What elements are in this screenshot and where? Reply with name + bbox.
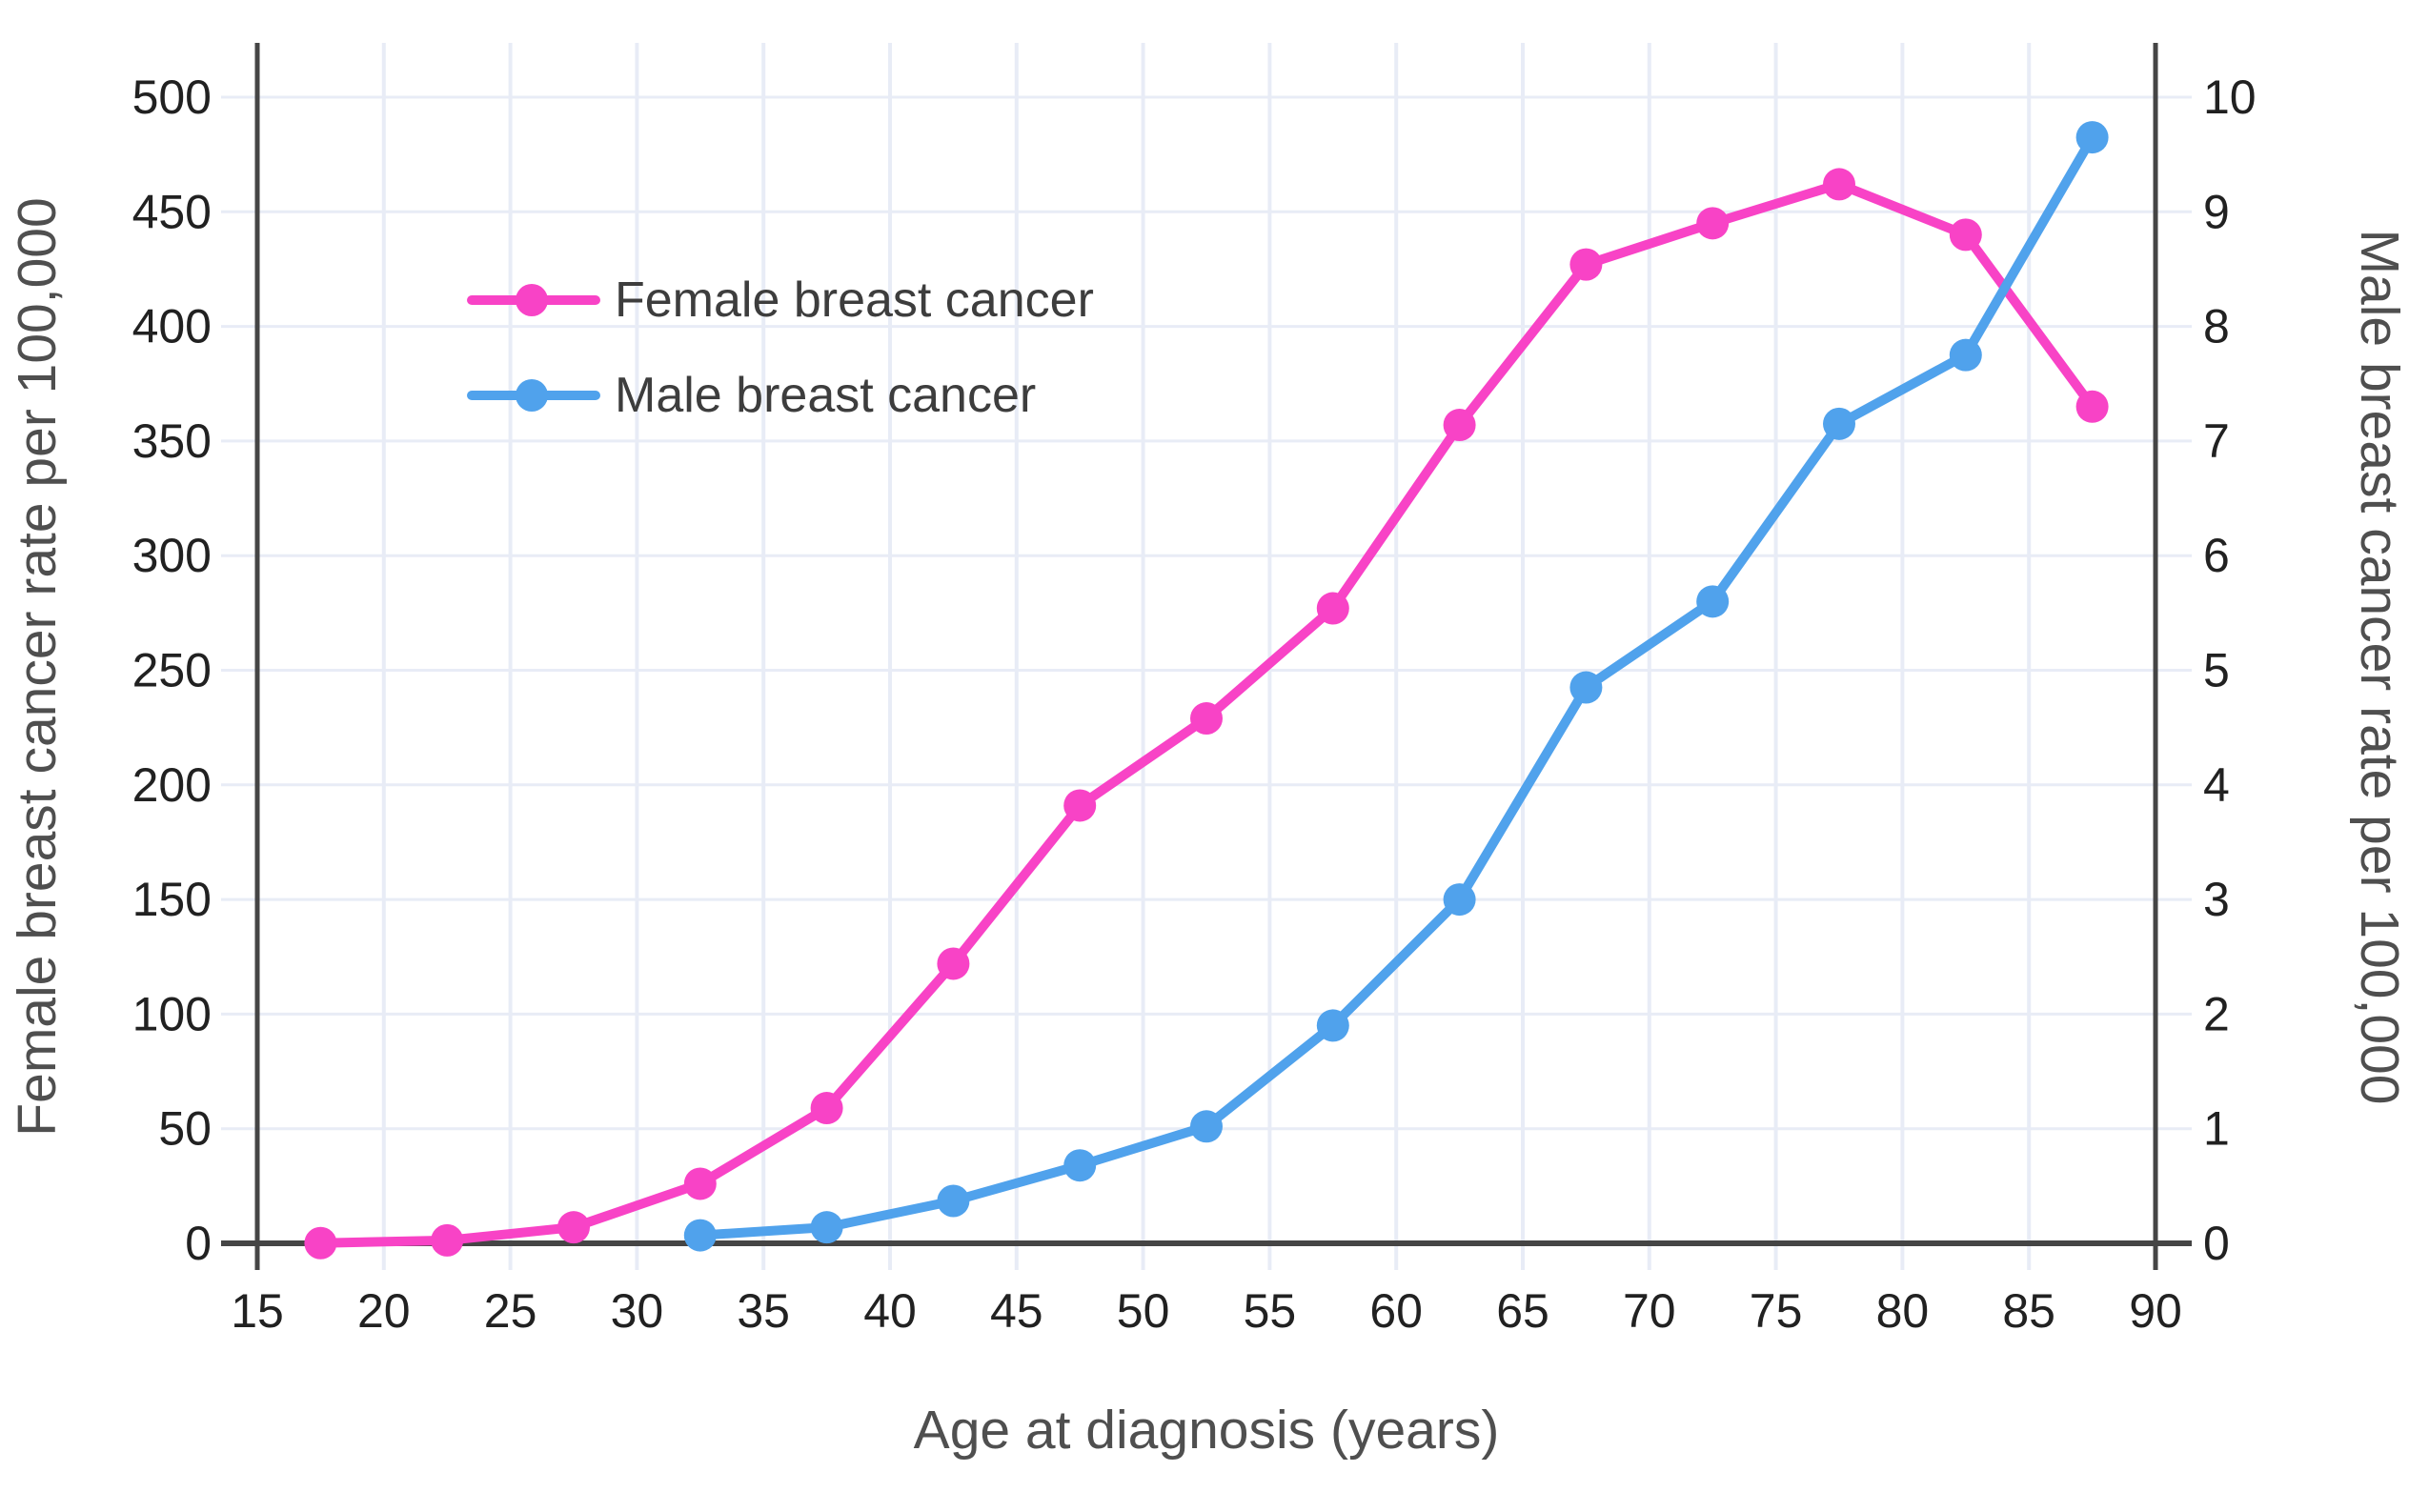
data-point-marker — [1696, 585, 1730, 618]
y-axis-left-tick-label: 0 — [185, 1217, 212, 1270]
y-axis-right-tick-label: 4 — [2203, 758, 2230, 812]
legend-label-female: Female breast cancer — [615, 272, 1094, 328]
data-point-marker — [2075, 390, 2109, 423]
data-point-marker — [1316, 592, 1349, 625]
y-axis-left-tick-label: 400 — [132, 300, 212, 353]
data-point-marker — [810, 1211, 843, 1244]
y-axis-left-tick-label: 100 — [132, 987, 212, 1040]
y-axis-right-tick-label: 1 — [2203, 1102, 2230, 1156]
x-axis-tick-label: 40 — [863, 1284, 917, 1338]
y-axis-left-tick-label: 250 — [132, 644, 212, 697]
series-line — [695, 132, 2097, 1240]
y-axis-right-tick-labels: 0 1 2 3 4 5 6 7 8 9 10 — [2203, 71, 2257, 1270]
data-point-marker — [1696, 207, 1730, 240]
y-axis-left-title: Female breast cancer rate per 100,000 — [7, 197, 68, 1136]
data-point-marker — [1190, 702, 1223, 736]
x-axis-tick-label: 25 — [484, 1284, 537, 1338]
x-axis-tick-label: 30 — [611, 1284, 664, 1338]
y-axis-right-tick-label: 7 — [2203, 414, 2230, 468]
y-axis-left-tick-label: 500 — [132, 71, 212, 124]
data-point-marker — [1949, 338, 1982, 372]
y-axis-left-tick-label: 150 — [132, 873, 212, 926]
legend-marker-female — [516, 284, 548, 316]
y-axis-right-tick-label: 2 — [2203, 987, 2230, 1040]
x-axis-tick-label: 35 — [737, 1284, 790, 1338]
y-axis-left-tick-labels: 0 50 100 150 200 250 300 350 400 450 500 — [132, 71, 212, 1270]
gridlines — [221, 43, 2192, 1270]
x-axis-title: Age at diagnosis (years) — [914, 1400, 1500, 1461]
legend-item-male: Male breast cancer — [467, 368, 1036, 423]
y-axis-right-tick-label: 6 — [2203, 529, 2230, 582]
data-point-marker — [1569, 671, 1603, 704]
y-axis-left-tick-label: 350 — [132, 414, 212, 468]
y-axis-right-tick-label: 8 — [2203, 300, 2230, 353]
data-point-marker — [810, 1092, 843, 1125]
data-point-marker — [937, 947, 970, 980]
data-point-marker — [1443, 409, 1476, 442]
x-axis-tick-label: 50 — [1117, 1284, 1170, 1338]
x-axis-tick-label: 85 — [2002, 1284, 2055, 1338]
legend-item-female: Female breast cancer — [467, 272, 1094, 328]
x-axis-tick-label: 65 — [1496, 1284, 1549, 1338]
y-axis-right-tick-label: 9 — [2203, 185, 2230, 238]
legend: Female breast cancer Male breast cancer — [467, 272, 1094, 423]
y-axis-right-tick-label: 3 — [2203, 873, 2230, 926]
data-point-marker — [304, 1226, 337, 1260]
y-axis-right-tick-label: 5 — [2203, 644, 2230, 697]
y-axis-right-tick-label: 0 — [2203, 1217, 2230, 1270]
x-axis-tick-label: 60 — [1369, 1284, 1423, 1338]
y-axis-left-tick-label: 50 — [158, 1102, 212, 1156]
axes — [221, 43, 2192, 1270]
data-point-marker — [557, 1211, 590, 1244]
data-point-marker — [431, 1223, 464, 1257]
data-point-marker — [1063, 1149, 1097, 1182]
y-axis-left-tick-label: 300 — [132, 529, 212, 582]
series-female — [304, 168, 2109, 1260]
x-axis-tick-label: 20 — [357, 1284, 411, 1338]
y-axis-left-tick-label: 450 — [132, 185, 212, 238]
data-point-marker — [937, 1184, 970, 1218]
data-point-marker — [2075, 121, 2109, 154]
data-point-marker — [1443, 883, 1476, 917]
data-point-marker — [1569, 248, 1603, 281]
x-axis-tick-label: 45 — [990, 1284, 1043, 1338]
y-axis-right-title: Male breast cancer rate per 100,000 — [2349, 230, 2409, 1105]
data-series — [304, 121, 2109, 1260]
legend-marker-male — [516, 379, 548, 412]
legend-label-male: Male breast cancer — [615, 368, 1036, 423]
x-axis-tick-label: 75 — [1750, 1284, 1803, 1338]
data-point-marker — [1190, 1110, 1223, 1143]
data-point-marker — [1823, 168, 1855, 201]
series-male — [683, 121, 2109, 1252]
data-point-marker — [1063, 789, 1097, 822]
x-axis-tick-label: 15 — [231, 1284, 284, 1338]
y-axis-right-tick-label: 10 — [2203, 71, 2257, 124]
x-axis-tick-label: 90 — [2129, 1284, 2182, 1338]
data-point-marker — [683, 1167, 717, 1200]
x-axis-tick-label: 70 — [1623, 1284, 1676, 1338]
data-point-marker — [1823, 407, 1855, 440]
data-point-marker — [1316, 1009, 1349, 1042]
x-axis-tick-label: 55 — [1244, 1284, 1297, 1338]
x-axis-tick-label: 80 — [1876, 1284, 1930, 1338]
x-axis-tick-labels: 15 20 25 30 35 40 45 50 55 60 65 70 75 80 85 90 — [231, 1284, 2182, 1338]
data-point-marker — [1949, 218, 1982, 252]
data-point-marker — [683, 1219, 717, 1252]
y-axis-left-tick-label: 200 — [132, 758, 212, 812]
